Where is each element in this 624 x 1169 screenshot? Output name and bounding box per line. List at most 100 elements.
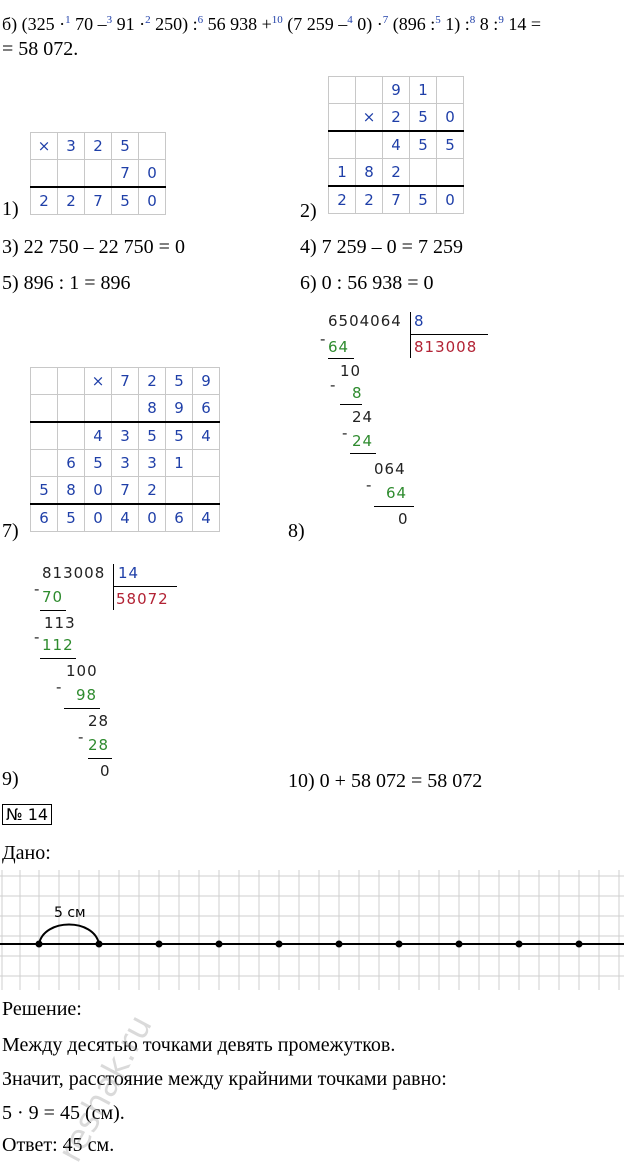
line — [40, 610, 66, 611]
cell — [84, 394, 112, 423]
digit: 4 — [192, 421, 220, 450]
order-mark: 4 — [347, 14, 353, 26]
digit: 0 — [84, 476, 112, 505]
digit: 2 — [355, 185, 383, 214]
remainder: 28 — [88, 712, 110, 730]
digit — [84, 159, 112, 188]
digit: 0 — [138, 186, 166, 215]
number-line-figure: 5 см — [0, 870, 624, 990]
digit: 1 — [409, 76, 437, 104]
point — [35, 940, 43, 948]
dividend: 813008 — [42, 564, 106, 582]
digit: 2 — [138, 476, 166, 505]
cell — [30, 421, 58, 450]
multiplication-grid-2: 9 1 × 2 5 0 4 5 5 1 8 2 2 2 7 5 0 — [328, 76, 464, 214]
graph-paper-grid — [0, 870, 624, 990]
expr-part: 14 = — [508, 14, 541, 34]
subtrahend: 64 — [386, 484, 408, 502]
digit: 8 — [57, 476, 85, 505]
digit: 1 — [165, 449, 193, 477]
minus-sign: - — [78, 728, 85, 746]
digit: 7 — [111, 367, 139, 395]
digit: 5 — [111, 186, 139, 215]
solution-line-2: Значит, расстояние между крайними точкам… — [2, 1068, 447, 1090]
line — [340, 404, 362, 405]
cell — [57, 394, 85, 423]
digit: 9 — [165, 394, 193, 423]
order-mark: 5 — [435, 14, 441, 26]
points — [35, 940, 583, 948]
minus-sign: - — [56, 678, 63, 696]
expression-result: = 58 072. — [2, 38, 79, 60]
measure-label: 5 см — [54, 905, 86, 921]
digit: 5 — [409, 130, 437, 159]
multiplication-grid-7: × 7 2 5 9 8 9 6 4 3 5 5 4 6 5 3 3 1 5 8 … — [30, 367, 220, 532]
digit: 5 — [165, 421, 193, 450]
digit: 2 — [30, 186, 58, 215]
times-sign: × — [84, 367, 112, 395]
digit: 6 — [30, 503, 58, 532]
minus-sign: - — [342, 424, 349, 442]
expr-part: б) (325 · — [2, 14, 66, 34]
order-mark: 8 — [469, 14, 476, 26]
digit: 2 — [382, 103, 410, 132]
remainder: 113 — [44, 614, 76, 632]
measure-arc — [38, 923, 100, 945]
minus-sign: - — [330, 376, 337, 394]
order-mark: 3 — [106, 14, 113, 26]
order-mark: 6 — [197, 14, 204, 26]
point — [395, 940, 403, 948]
minus-sign: - — [366, 476, 373, 494]
expr-part: 0) · — [357, 14, 383, 34]
digit: 5 — [409, 185, 437, 214]
division-line — [410, 334, 488, 335]
digit: 6 — [165, 503, 193, 532]
digit: 9 — [192, 367, 220, 395]
expr-part: (896 : — [392, 14, 436, 34]
expr-part: 56 938 + — [207, 14, 272, 34]
digit: 2 — [138, 367, 166, 395]
remainder: 24 — [352, 408, 374, 426]
dividend: 6504064 — [328, 312, 402, 330]
remainder: 10 — [340, 362, 362, 380]
cell — [30, 159, 58, 188]
divisor: 14 — [118, 564, 140, 582]
line — [88, 758, 112, 759]
divisor: 8 — [414, 312, 425, 330]
point — [455, 940, 463, 948]
step-9-label: 9) — [2, 768, 19, 790]
cell — [192, 476, 220, 505]
order-mark: 9 — [498, 14, 504, 26]
point — [515, 940, 523, 948]
subtrahend: 64 — [328, 338, 350, 356]
point — [275, 940, 283, 948]
digit: 2 — [382, 158, 410, 187]
digit: 5 — [436, 130, 464, 159]
remainder: 064 — [374, 460, 406, 478]
digit: 9 — [382, 76, 410, 104]
remainder: 0 — [100, 762, 111, 780]
digit: 5 — [111, 132, 139, 160]
cell — [57, 367, 85, 395]
digit: 8 — [138, 394, 166, 423]
cell — [30, 394, 58, 423]
multiplication-grid-1: × 3 2 5 7 0 2 2 7 5 0 — [30, 132, 166, 215]
expr-part: 8 : — [479, 14, 499, 34]
quotient: 58072 — [116, 590, 169, 608]
digit: 2 — [57, 186, 85, 215]
remainder: 100 — [66, 662, 98, 680]
digit: 4 — [84, 421, 112, 450]
digit: 2 — [328, 185, 356, 214]
digit: 5 — [138, 421, 166, 450]
order-mark: 1 — [65, 14, 71, 26]
step-7-label: 7) — [2, 520, 19, 542]
digit: 6 — [192, 394, 220, 423]
solution-line-1: Между десятью точками девять промежутков… — [2, 1034, 396, 1056]
point — [575, 940, 583, 948]
digit: 1 — [328, 158, 356, 187]
line — [350, 453, 376, 454]
minus-sign: - — [34, 580, 41, 598]
digit: 5 — [57, 503, 85, 532]
digit: 0 — [84, 503, 112, 532]
order-mark: 10 — [271, 14, 283, 26]
